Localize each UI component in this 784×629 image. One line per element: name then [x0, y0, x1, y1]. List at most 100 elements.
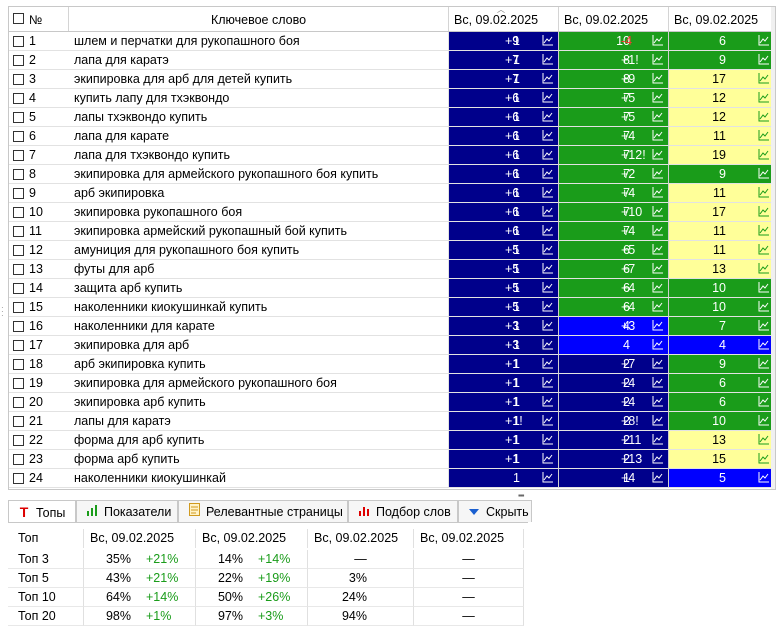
chart-icon[interactable]	[542, 358, 554, 369]
table-row[interactable]: 5 лапы тхэквондо купить 1 +6 7 +5 12	[9, 108, 775, 127]
keyword-cell[interactable]: купить лапу для тхэквондо	[69, 89, 449, 108]
chart-icon[interactable]	[542, 92, 554, 103]
chart-icon[interactable]	[542, 130, 554, 141]
keyword-cell[interactable]: лапа для каратэ	[69, 51, 449, 70]
keyword-cell[interactable]: форма для арб купить	[69, 431, 449, 450]
position-cell-date-1[interactable]: 1 +6	[449, 146, 559, 165]
table-row[interactable]: 20 экипировка арб купить 1 +1 2 +4 6	[9, 393, 775, 412]
keyword-cell[interactable]: экипировка для арб	[69, 336, 449, 355]
row-number[interactable]: 5	[9, 108, 69, 127]
table-row[interactable]: 24 наколенники киокушинкай 1 1 +4 5	[9, 469, 775, 488]
position-cell-date-2[interactable]: 10 -4	[559, 32, 669, 51]
position-cell-date-1[interactable]: 1 +6	[449, 184, 559, 203]
position-cell-date-2[interactable]: 8 +1!	[559, 51, 669, 70]
chart-icon[interactable]	[652, 282, 664, 293]
position-cell-date-2[interactable]: 2 +13	[559, 450, 669, 469]
chart-icon[interactable]	[542, 282, 554, 293]
table-row[interactable]: 2 лапа для каратэ 1 +7 8 +1! 9	[9, 51, 775, 70]
position-cell-date-1[interactable]: 1 +1	[449, 374, 559, 393]
position-cell-date-3[interactable]: 17	[669, 70, 775, 89]
row-checkbox[interactable]	[13, 131, 24, 142]
position-cell-date-3[interactable]: 6	[669, 374, 775, 393]
chart-icon[interactable]	[758, 206, 770, 217]
position-cell-date-3[interactable]: 11	[669, 241, 775, 260]
position-cell-date-2[interactable]: 4 +3	[559, 317, 669, 336]
keyword-cell[interactable]: шлем и перчатки для рукопашного боя	[69, 32, 449, 51]
keyword-cell[interactable]: арб экипировка	[69, 184, 449, 203]
chart-icon[interactable]	[652, 244, 664, 255]
chart-icon[interactable]	[758, 282, 770, 293]
chart-icon[interactable]	[758, 434, 770, 445]
position-cell-date-3[interactable]: 11	[669, 222, 775, 241]
row-checkbox[interactable]	[13, 454, 24, 465]
row-number[interactable]: 11	[9, 222, 69, 241]
row-number[interactable]: 20	[9, 393, 69, 412]
row-checkbox[interactable]	[13, 55, 24, 66]
position-cell-date-2[interactable]: 6 +4	[559, 279, 669, 298]
chart-icon[interactable]	[542, 111, 554, 122]
keyword-cell[interactable]: экипировка армейский рукопашный бой купи…	[69, 222, 449, 241]
position-cell-date-2[interactable]: 1 +4	[559, 469, 669, 488]
table-row[interactable]: 14 защита арб купить 1 +5 6 +4 10	[9, 279, 775, 298]
row-number[interactable]: 13	[9, 260, 69, 279]
row-number[interactable]: 6	[9, 127, 69, 146]
chart-icon[interactable]	[542, 301, 554, 312]
position-cell-date-2[interactable]: 7 +2	[559, 165, 669, 184]
table-row[interactable]: 16 наколенники для карате 1 +3 4 +3 7	[9, 317, 775, 336]
position-cell-date-1[interactable]: 1 +3	[449, 317, 559, 336]
position-cell-date-2[interactable]: 6 +5	[559, 241, 669, 260]
row-number[interactable]: 24	[9, 469, 69, 488]
row-checkbox[interactable]	[13, 226, 24, 237]
chart-icon[interactable]	[652, 263, 664, 274]
chart-icon[interactable]	[542, 73, 554, 84]
row-checkbox[interactable]	[13, 150, 24, 161]
row-checkbox[interactable]	[13, 112, 24, 123]
position-cell-date-3[interactable]: 7	[669, 317, 775, 336]
chart-icon[interactable]	[758, 187, 770, 198]
row-checkbox[interactable]	[13, 283, 24, 294]
chart-icon[interactable]	[758, 149, 770, 160]
position-cell-date-1[interactable]: 1 +3	[449, 336, 559, 355]
position-cell-date-2[interactable]: 2 +4	[559, 393, 669, 412]
row-number[interactable]: 1	[9, 32, 69, 51]
row-checkbox[interactable]	[13, 378, 24, 389]
chart-icon[interactable]	[652, 225, 664, 236]
tops-header-date-4[interactable]: Вс, 09.02.2025	[414, 529, 524, 548]
table-row[interactable]: 19 экипировка для армейского рукопашного …	[9, 374, 775, 393]
header-date-1[interactable]: ︿ Вс, 09.02.2025	[449, 7, 559, 31]
position-cell-date-1[interactable]: 1 +6	[449, 108, 559, 127]
chart-icon[interactable]	[758, 130, 770, 141]
position-cell-date-2[interactable]: 7 +4	[559, 127, 669, 146]
tab-hide[interactable]: Скрыть	[458, 500, 532, 522]
tops-header-date-2[interactable]: Вс, 09.02.2025	[196, 529, 308, 548]
chart-icon[interactable]	[652, 377, 664, 388]
chart-icon[interactable]	[542, 472, 554, 483]
keyword-cell[interactable]: экипировка рукопашного боя	[69, 203, 449, 222]
position-cell-date-3[interactable]: 10	[669, 412, 775, 431]
table-row[interactable]: 22 форма для арб купить 1 +1 2 +11 13	[9, 431, 775, 450]
position-cell-date-2[interactable]: 2 +4	[559, 374, 669, 393]
chart-icon[interactable]	[758, 472, 770, 483]
chart-icon[interactable]	[542, 377, 554, 388]
chart-icon[interactable]	[652, 415, 664, 426]
position-cell-date-1[interactable]: 1 +7	[449, 70, 559, 89]
chart-icon[interactable]	[652, 54, 664, 65]
position-cell-date-1[interactable]: 1 +1	[449, 393, 559, 412]
position-cell-date-2[interactable]: 2 +8!	[559, 412, 669, 431]
chart-icon[interactable]	[542, 320, 554, 331]
position-cell-date-2[interactable]: 7 +10	[559, 203, 669, 222]
chart-icon[interactable]	[652, 168, 664, 179]
row-number[interactable]: 18	[9, 355, 69, 374]
row-number[interactable]: 15	[9, 298, 69, 317]
position-cell-date-3[interactable]: 6	[669, 393, 775, 412]
chart-icon[interactable]	[758, 377, 770, 388]
table-row[interactable]: 10 экипировка рукопашного боя 1 +6 7 +10 17	[9, 203, 775, 222]
row-checkbox[interactable]	[13, 188, 24, 199]
vertical-scrollbar[interactable]	[771, 7, 775, 489]
position-cell-date-1[interactable]: 1 +9	[449, 32, 559, 51]
position-cell-date-3[interactable]: 9	[669, 165, 775, 184]
keyword-cell[interactable]: амуниция для рукопашного боя купить	[69, 241, 449, 260]
keyword-cell[interactable]: лапы тхэквондо купить	[69, 108, 449, 127]
chart-icon[interactable]	[652, 73, 664, 84]
row-number[interactable]: 3	[9, 70, 69, 89]
